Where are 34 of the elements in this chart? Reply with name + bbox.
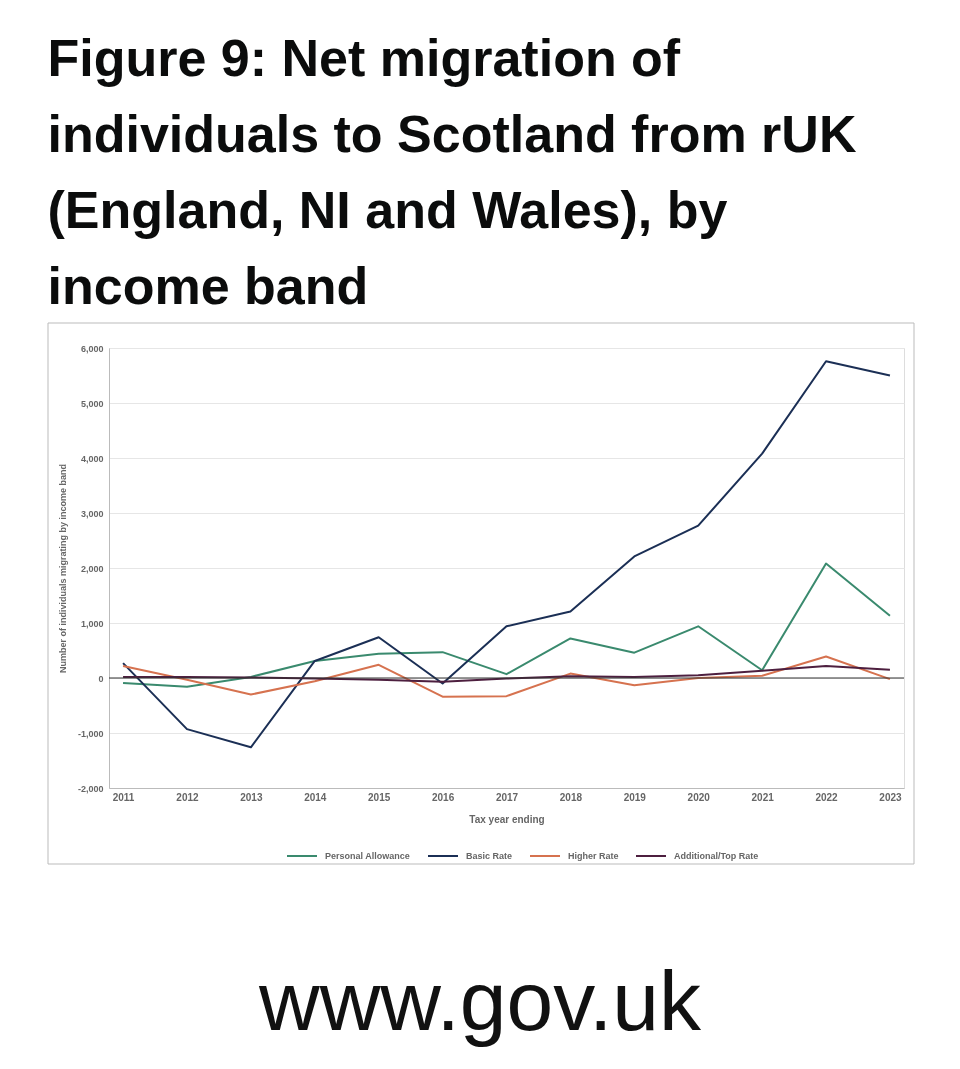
- x-tick-label: 2023: [879, 791, 902, 803]
- x-tick-label: 2012: [176, 791, 200, 803]
- y-tick-label: -1,000: [77, 728, 104, 739]
- x-axis-title: Tax year ending: [469, 813, 545, 825]
- legend-label: Basic Rate: [466, 851, 513, 861]
- line-series: [122, 360, 891, 749]
- x-tick-label: 2011: [112, 791, 135, 803]
- x-tick-label: 2014: [304, 791, 327, 803]
- legend-label: Higher Rate: [568, 851, 619, 861]
- x-tick-label: 2015: [368, 791, 391, 803]
- y-tick-label: -2,000: [77, 783, 104, 794]
- y-axis-title: Number of individuals migrating by income band: [57, 463, 68, 674]
- line-series: [122, 655, 891, 698]
- x-tick-label: 2019: [623, 791, 647, 803]
- legend-label: Additional/Top Rate: [674, 851, 759, 861]
- x-tick-label: 2017: [495, 791, 519, 803]
- x-tick-label: 2020: [687, 791, 711, 803]
- chart-title: Figure 9: Net migration of individuals to Scotland from rUK (England, NI and Wales), by income band: [47, 28, 857, 315]
- x-tick-label: 2016: [431, 791, 455, 803]
- y-tick-label: 6,000: [80, 343, 104, 354]
- x-tick-label: 2022: [815, 791, 839, 803]
- x-tick-label: 2013: [240, 791, 263, 803]
- text: www.gov.uk: [258, 954, 702, 1048]
- y-tick-label: 2,000: [80, 563, 104, 574]
- line-series: [122, 562, 891, 688]
- x-tick-label: 2021: [751, 791, 775, 803]
- x-tick-label: 2018: [559, 791, 583, 803]
- legend-label: Personal Allowance: [325, 851, 410, 861]
- y-tick-label: 0: [98, 673, 104, 684]
- y-tick-label: 3,000: [80, 508, 104, 519]
- y-tick-label: 1,000: [80, 618, 104, 629]
- y-tick-label: 5,000: [80, 398, 104, 409]
- line-series: [122, 664, 891, 683]
- y-tick-label: 4,000: [80, 453, 104, 464]
